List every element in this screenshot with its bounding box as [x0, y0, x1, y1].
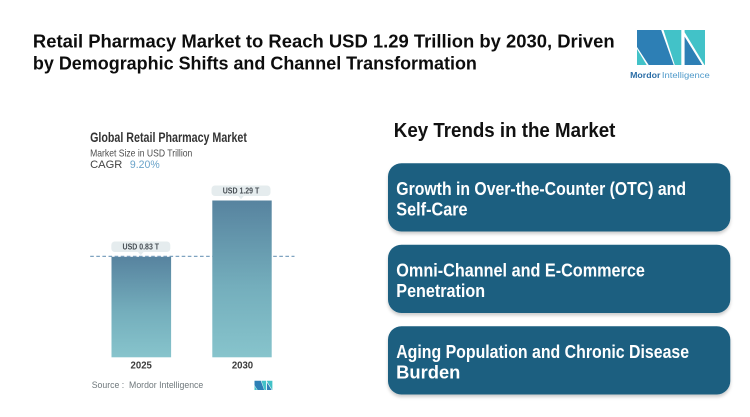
svg-text:2030: 2030	[232, 360, 253, 371]
svg-text:9.20%: 9.20%	[130, 159, 160, 171]
svg-text:Global Retail Pharmacy Market: Global Retail Pharmacy Market	[90, 130, 247, 145]
svg-text:Growth in Over-the-Counter (OT: Growth in Over-the-Counter (OTC) and	[396, 179, 686, 199]
svg-text:CAGR: CAGR	[90, 159, 123, 171]
svg-text:Penetration: Penetration	[396, 281, 485, 301]
svg-text:Aging Population and Chronic D: Aging Population and Chronic Disease	[396, 342, 689, 362]
svg-text:Key Trends in the Market: Key Trends in the Market	[394, 120, 616, 142]
svg-text:by Demographic Shifts and Chan: by Demographic Shifts and Channel Transf…	[33, 53, 477, 74]
svg-text:Omni-Channel and E-Commerce: Omni-Channel and E-Commerce	[396, 261, 645, 281]
svg-text:Self-Care: Self-Care	[396, 199, 467, 219]
svg-text:Market Size in USD Trillion: Market Size in USD Trillion	[90, 149, 192, 160]
svg-text:Burden: Burden	[396, 362, 460, 382]
svg-text:Source : Mordor Intelligence: Source : Mordor Intelligence	[92, 380, 204, 390]
svg-text:Retail Pharmacy Market to Reac: Retail Pharmacy Market to Reach USD 1.29…	[33, 30, 615, 51]
svg-text:2025: 2025	[131, 360, 152, 371]
svg-text:Mordor: Mordor	[630, 70, 661, 80]
svg-text:USD 0.83 T: USD 0.83 T	[123, 242, 160, 251]
svg-text:USD 1.29 T: USD 1.29 T	[223, 187, 260, 196]
svg-text:Intelligence: Intelligence	[662, 70, 710, 80]
